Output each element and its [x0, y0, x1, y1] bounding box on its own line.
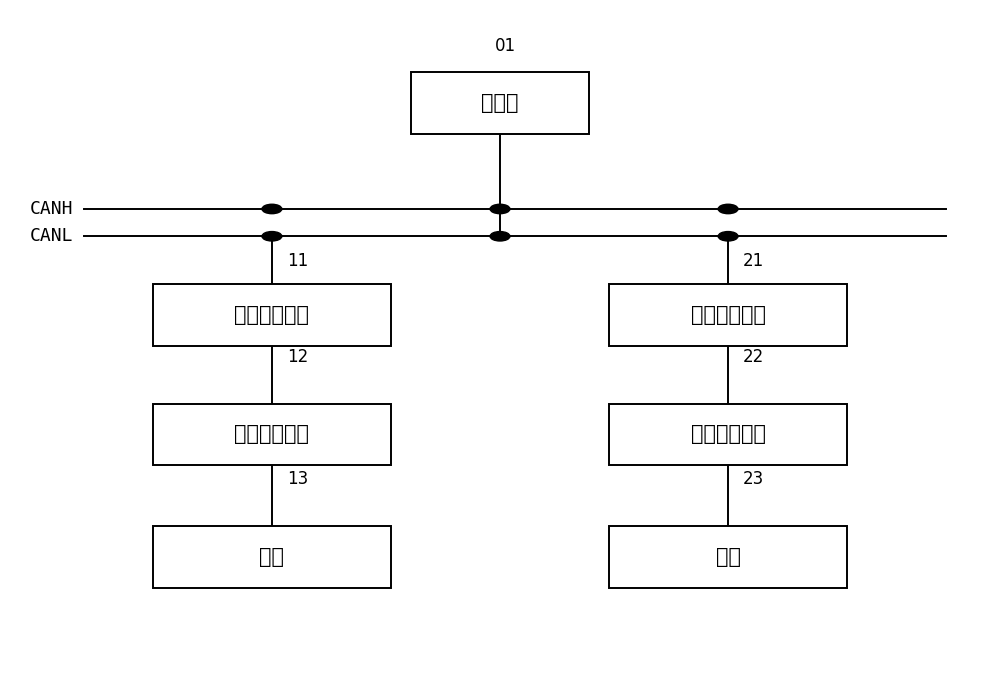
Text: 21: 21 — [743, 252, 764, 270]
Bar — [609, 527, 847, 588]
Bar — [153, 404, 391, 465]
Ellipse shape — [718, 205, 738, 214]
Text: 辅电机驱动器: 辅电机驱动器 — [691, 305, 766, 325]
Ellipse shape — [490, 231, 510, 241]
Bar — [153, 527, 391, 588]
Text: 辅泵: 辅泵 — [716, 547, 741, 567]
Text: 12: 12 — [287, 348, 308, 366]
Bar — [153, 284, 391, 346]
Text: 辅泵伺服电机: 辅泵伺服电机 — [691, 424, 766, 444]
Text: 23: 23 — [743, 470, 764, 488]
Ellipse shape — [718, 231, 738, 241]
Text: 11: 11 — [287, 252, 308, 270]
Ellipse shape — [490, 205, 510, 214]
Text: CANH: CANH — [30, 200, 74, 218]
Text: 01: 01 — [494, 37, 516, 55]
Ellipse shape — [262, 231, 282, 241]
Text: 主泵: 主泵 — [259, 547, 284, 567]
Bar — [609, 404, 847, 465]
Text: 主电机驱动器: 主电机驱动器 — [234, 305, 309, 325]
Bar — [411, 73, 589, 134]
Text: 上位机: 上位机 — [481, 93, 519, 113]
Bar — [609, 284, 847, 346]
Text: CANL: CANL — [30, 227, 74, 245]
Text: 主泵伺服电机: 主泵伺服电机 — [234, 424, 309, 444]
Text: 13: 13 — [287, 470, 308, 488]
Text: 22: 22 — [743, 348, 764, 366]
Ellipse shape — [262, 205, 282, 214]
